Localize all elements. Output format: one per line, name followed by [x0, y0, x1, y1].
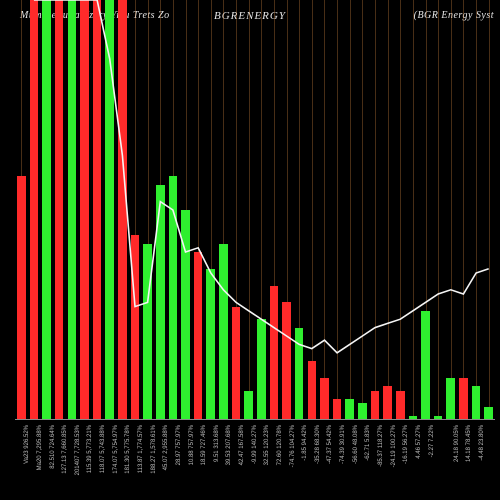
x-label: 18.59 727.46% [201, 425, 207, 465]
x-label: 72.60 120.78% [277, 425, 283, 465]
x-label: Va23 926.52% [24, 425, 30, 464]
x-label: 115.39 5,773.21% [87, 425, 93, 473]
x-label: -56.60 48.08% [353, 425, 359, 464]
x-label: -35.28 68.30% [315, 425, 321, 464]
x-label: 10.88 757.97% [189, 425, 195, 465]
x-label: 42.47 167.58% [239, 425, 245, 465]
x-label: 4.46 57.27% [416, 425, 422, 459]
x-label: -74.39 30.91% [340, 425, 346, 464]
x-label: 14.18 78.45% [466, 425, 472, 462]
x-axis-labels: Va23 926.52% Ma20 7,295.88% 82.510 724.64%… [15, 425, 495, 500]
x-label: 24.18 90.05% [454, 425, 460, 462]
chart-container: Mum Ret ut a Yzery Yieu Trets Zo BGRENER… [0, 0, 500, 500]
x-label: 9.51 313.68% [214, 425, 220, 462]
baseline [15, 419, 495, 420]
x-label: -4.48 23.80% [479, 425, 485, 461]
x-label: -16.19 56.27% [403, 425, 409, 464]
overlay-line [15, 0, 495, 420]
plot-area [15, 0, 495, 420]
x-label: -2.27 7.22% [429, 425, 435, 457]
trend-line [34, 0, 489, 353]
x-label: 39.53 207.68% [226, 425, 232, 465]
x-label: -74.76 104.27% [290, 425, 296, 467]
x-label: -85.37 118.27% [378, 425, 384, 467]
x-label: 45.07 2,955.88% [163, 425, 169, 470]
x-label: 201407 7,728.53% [75, 425, 81, 475]
x-label: -62.71 5.83% [365, 425, 371, 461]
x-label: -24.19 100.27% [391, 425, 397, 467]
x-label: 118.07 5,743.88% [100, 425, 106, 473]
x-label: -47.37 54.42% [327, 425, 333, 464]
x-label: 113.87 1,774.57% [138, 425, 144, 473]
x-label: -1.85 94.42% [302, 425, 308, 461]
x-label: 127.13 7,660.85% [62, 425, 68, 474]
x-label: 188.27 1,578.61% [151, 425, 157, 474]
x-label: 181.30 5,775.78% [125, 425, 131, 474]
x-label: -9.99 140.27% [252, 425, 258, 464]
x-label: 28.97 757.97% [176, 425, 182, 465]
x-label: Ma20 7,295.88% [37, 425, 43, 470]
x-label: 174.07 5,754.97% [113, 425, 119, 474]
x-label: 82.510 724.64% [50, 425, 56, 469]
x-label: 32.55 120.23% [264, 425, 270, 465]
